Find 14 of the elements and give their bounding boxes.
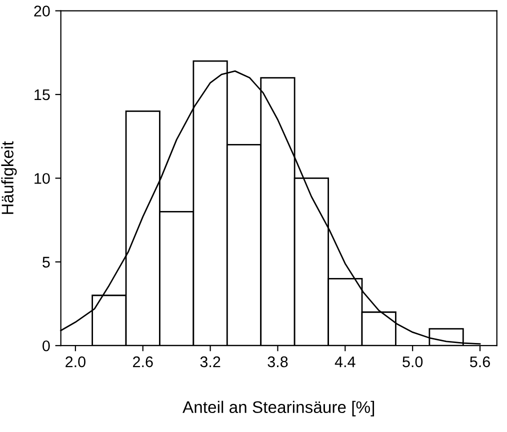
x-tick-label: 5.6 [470,356,490,368]
y-tick-label: 0 [42,340,50,352]
y-axis-title: Häufigkeit [1,141,17,214]
x-tick-label: 3.8 [268,356,288,368]
y-tick-label: 10 [34,173,50,184]
y-tick-label: 20 [34,6,50,16]
x-tick-label: 5.0 [402,356,423,368]
y-tick-label: 15 [34,90,50,100]
y-tick-label: 5 [42,256,50,268]
x-tick-label: 2.0 [66,356,86,368]
x-axis-title: Anteil an Stearinsäure [%] [182,400,374,416]
x-tick-label: 2.6 [133,356,153,368]
x-tick-label: 3.2 [200,356,220,368]
x-tick-label: 4.4 [334,356,356,368]
